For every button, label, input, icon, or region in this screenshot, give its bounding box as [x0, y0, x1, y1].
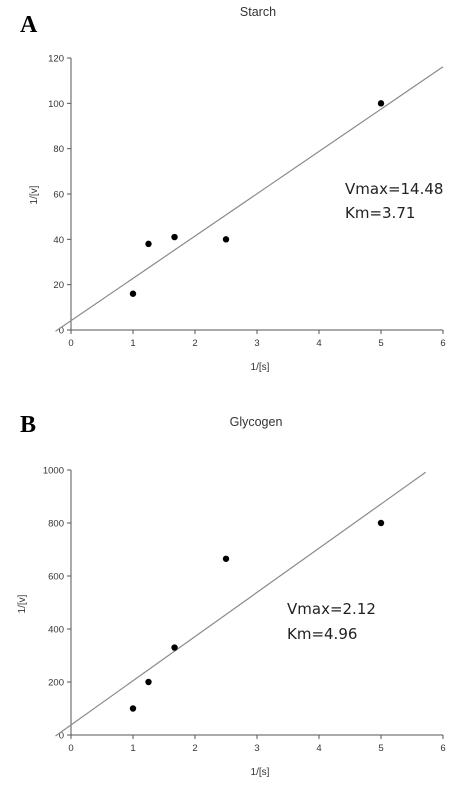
chart-title: Starch — [240, 5, 276, 19]
trend-line — [55, 66, 444, 332]
y-tick-label: 100 — [48, 99, 64, 110]
data-point — [222, 555, 230, 562]
y-tick-label: 80 — [53, 144, 64, 155]
y-tick-label: 120 — [48, 54, 64, 65]
y-tick-label: 200 — [48, 678, 64, 689]
x-tick-label: 1 — [130, 743, 135, 754]
x-tick-label: 5 — [378, 743, 383, 754]
y-tick-label: 0 — [59, 326, 64, 337]
data-point — [145, 240, 152, 248]
data-point — [171, 644, 178, 651]
x-tick-label: 2 — [192, 338, 197, 349]
vmax-annotation: Vmax=2.12 — [287, 600, 376, 618]
data-point — [145, 678, 152, 686]
x-tick-label: 0 — [68, 743, 73, 754]
x-tick-label: 6 — [440, 743, 445, 754]
panel-label: B — [20, 412, 36, 438]
chart-panel-glycogen: B Glycogen 1/[s] 1/[v] Vmax=2.12 Km=4.96… — [17, 412, 446, 778]
data-point — [171, 233, 178, 241]
vmax-annotation: Vmax=14.48 — [345, 180, 443, 198]
y-tick-label: 800 — [48, 519, 64, 530]
x-tick-label: 6 — [440, 338, 445, 349]
data-point — [129, 705, 137, 712]
y-tick-label: 40 — [53, 235, 64, 246]
x-tick-label: 2 — [192, 743, 197, 754]
x-tick-label: 4 — [316, 338, 321, 349]
y-tick-label: 400 — [48, 625, 64, 636]
x-tick-label: 0 — [68, 338, 73, 349]
x-tick-label: 3 — [254, 743, 259, 754]
chart-panel-starch: A Starch 1/[s] 1/[v] Vmax=14.48 Km=3.71 … — [20, 5, 446, 373]
x-tick-label: 3 — [254, 338, 259, 349]
x-tick-label: 4 — [316, 743, 321, 754]
x-tick-label: 5 — [378, 338, 383, 349]
data-point — [129, 290, 137, 297]
y-tick-label: 60 — [53, 190, 64, 201]
km-annotation: Km=4.96 — [287, 625, 357, 643]
data-point — [377, 100, 385, 107]
x-tick-label: 1 — [130, 338, 135, 349]
x-axis-title: 1/[s] — [251, 362, 270, 373]
x-axis-title: 1/[s] — [251, 767, 270, 778]
data-point — [222, 236, 230, 243]
panel-label: A — [20, 12, 38, 38]
data-point — [377, 519, 385, 527]
y-tick-label: 1000 — [43, 466, 64, 477]
chart-title: Glycogen — [230, 415, 283, 429]
km-annotation: Km=3.71 — [345, 204, 415, 222]
y-axis-title: 1/[v] — [29, 185, 40, 204]
y-tick-label: 600 — [48, 572, 64, 583]
trend-line — [55, 471, 426, 737]
y-tick-label: 20 — [53, 280, 64, 291]
y-axis-title: 1/[v] — [17, 594, 28, 613]
y-tick-label: 0 — [59, 731, 64, 742]
